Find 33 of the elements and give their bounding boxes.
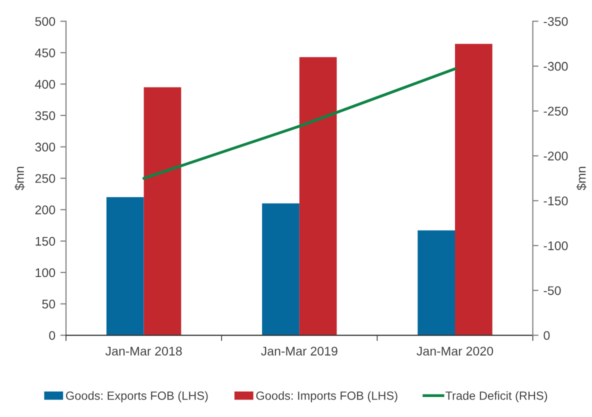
y2-tick-label: -200 [544,152,568,160]
y-tick-label: 100 [36,268,56,278]
y2-tick-label: -250 [544,106,568,116]
y-tick-label: 350 [35,111,56,120]
y-tick-label: 400 [35,80,56,89]
x-tick-label: Jan-Mar 2018 [105,346,182,356]
y2-tick-label: -100 [544,241,568,250]
bar [106,197,144,336]
x-tick-label: Jan-Mar 2019 [261,346,338,356]
y-tick-label: 450 [35,48,56,58]
bar [144,87,182,336]
y-tick-label: 0 [49,331,56,340]
legend-label: Trade Deficit (RHS) [446,391,548,402]
y-axis-title: $mn [14,166,25,190]
y2-tick-label: -350 [544,17,568,26]
y-tick-label: 250 [35,174,56,183]
y-tick-label: 50 [42,300,56,309]
y-tick-label: 150 [36,236,56,246]
y-tick-label: 300 [35,142,56,152]
y2-axis-title: $mn [576,166,586,190]
x-tick-label: Jan-Mar 2020 [416,346,494,356]
legend-label: Goods: Exports FOB (LHS) [66,391,208,402]
y2-tick-label: -300 [544,62,568,71]
bar [418,230,455,336]
bar [299,57,337,336]
y2-tick-label: 0 [544,331,550,340]
y-tick-label: 500 [35,17,56,26]
bar [455,44,492,336]
y2-tick-label: -50 [544,286,561,296]
legend-label: Goods: Imports FOB (LHS) [256,391,398,402]
y-tick-label: 200 [35,205,56,214]
bar [262,203,300,336]
y2-tick-label: -150 [544,196,568,206]
